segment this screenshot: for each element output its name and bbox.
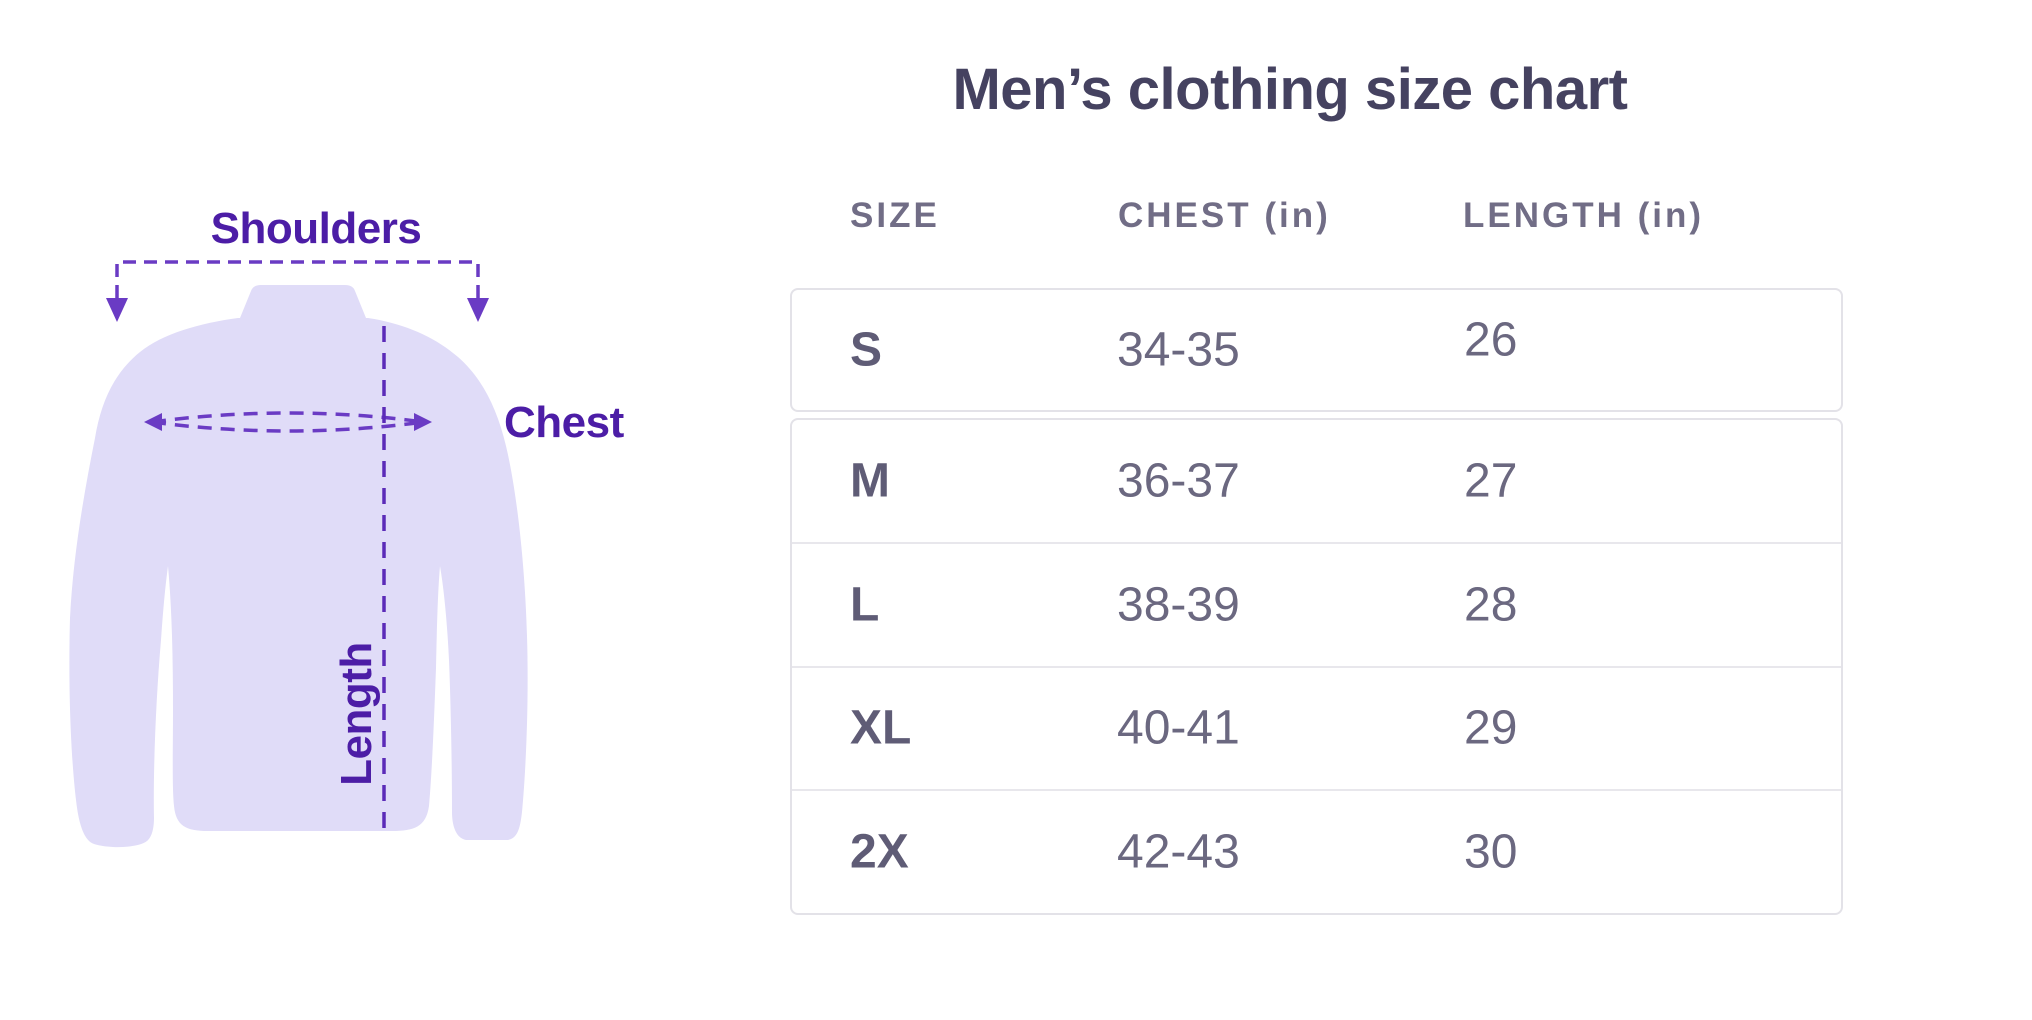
size-cell: M — [850, 454, 890, 508]
chest-measure-ellipse — [151, 411, 425, 433]
size-cell: 2X — [850, 825, 909, 879]
length-cell: 28 — [1464, 578, 1518, 632]
table-row-m: M 36-37 27 — [792, 420, 1841, 542]
chest-cell: 36-37 — [1117, 454, 1240, 508]
chest-cell: 34-35 — [1117, 323, 1240, 377]
size-cell: XL — [850, 701, 912, 755]
length-cell: 27 — [1464, 454, 1518, 508]
length-cell: 30 — [1464, 825, 1518, 879]
shirt-measurement-diagram: Shoulders Chest Length — [0, 0, 700, 1020]
shoulder-arrowhead-right — [467, 298, 489, 322]
size-cell: S — [850, 323, 883, 377]
chest-label: Chest — [504, 398, 624, 447]
column-headers: SIZE CHEST (in) LENGTH (in) — [0, 196, 2032, 236]
size-table-card-first: S 34-35 26 — [790, 288, 1843, 412]
shirt-illustration — [69, 260, 528, 848]
column-header-chest: CHEST (in) — [1118, 196, 1331, 235]
chart-title: Men’s clothing size chart — [952, 57, 1628, 122]
shirt-collar — [240, 285, 366, 318]
table-row-2x: 2X 42-43 30 — [792, 789, 1841, 913]
chest-cell: 40-41 — [1117, 701, 1240, 755]
chest-arrowhead-left — [144, 413, 162, 431]
shirt-body — [69, 318, 528, 848]
table-row-xl: XL 40-41 29 — [792, 665, 1841, 790]
column-header-length: LENGTH (in) — [1463, 196, 1705, 235]
chest-cell: 38-39 — [1117, 578, 1240, 632]
shoulder-arrowhead-left — [106, 298, 128, 322]
length-cell: 26 — [1464, 313, 1518, 367]
chest-cell: 42-43 — [1117, 825, 1240, 879]
shoulders-label: Shoulders — [210, 204, 422, 253]
size-table-card-main: M 36-37 27 L 38-39 28 XL 40-41 29 2X 42-… — [790, 418, 1843, 915]
chest-arrowhead-right — [414, 413, 432, 431]
table-row-s: S 34-35 26 — [792, 290, 1841, 410]
column-header-size: SIZE — [850, 196, 940, 235]
size-cell: L — [850, 578, 880, 632]
shoulder-measure-arrow — [115, 260, 480, 298]
length-cell: 29 — [1464, 701, 1518, 755]
table-row-l: L 38-39 28 — [792, 541, 1841, 666]
